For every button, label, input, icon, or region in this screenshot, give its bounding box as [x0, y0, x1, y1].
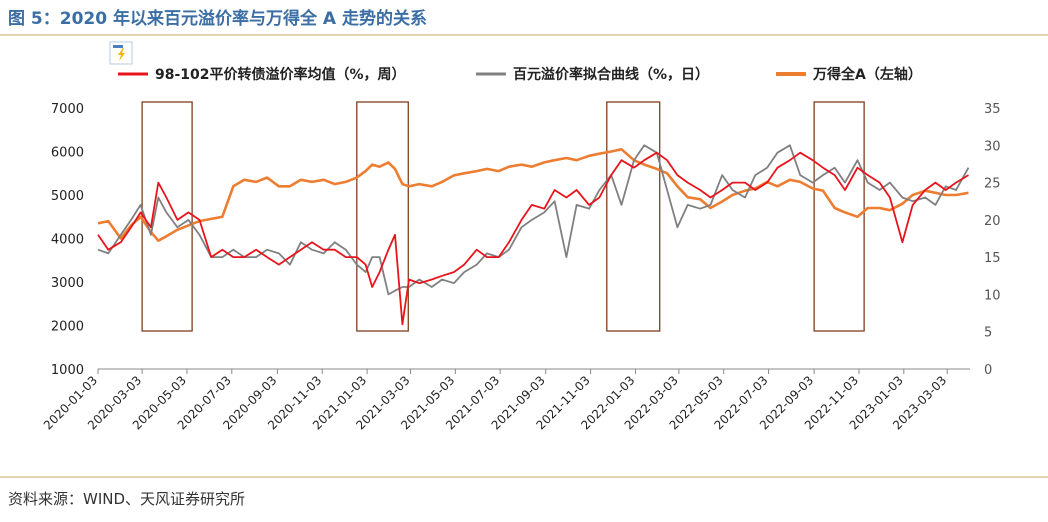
y-left-tick-label: 4000: [51, 233, 84, 248]
y-right-tick-label: 25: [984, 177, 1001, 192]
legend-label-1: 98-102平价转债溢价率均值（%，周）: [155, 66, 406, 83]
y-left-tick-label: 5000: [51, 189, 84, 204]
lightning-icon-bar: [113, 45, 123, 48]
y-left-tick-label: 6000: [51, 146, 84, 161]
lightning-icon: [109, 41, 133, 65]
legend-label-2: 百元溢价率拟合曲线（%，日）: [513, 66, 709, 83]
y-right-tick-label: 20: [984, 214, 1001, 229]
series-line-3: [97, 148, 969, 242]
legend: 98-102平价转债溢价率均值（%，周） 百元溢价率拟合曲线（%，日） 万得全A（左…: [109, 41, 922, 83]
axes: 1000 2000 3000 4000 5000 6000 7000 0 5 10 15 20 25 30…: [41, 102, 1001, 432]
y-right-tick-label: 35: [984, 102, 1001, 117]
y-left-tick-label: 7000: [51, 102, 84, 117]
lightning-icon-bolt: [118, 48, 125, 61]
series-line-2: [97, 144, 970, 296]
y-left-tick-label: 3000: [51, 276, 84, 291]
series-line-1: [97, 151, 969, 326]
highlight-boxes: [141, 101, 865, 332]
series-lines: [97, 144, 970, 326]
y-right-tick-label: 5: [984, 326, 992, 341]
y-right-tick-label: 30: [984, 139, 1001, 154]
highlight-box-4: [813, 101, 865, 332]
highlight-box-2: [356, 101, 409, 332]
y-right-tick-label: 10: [984, 288, 1001, 303]
source-note: 资料来源：WIND、天风证券研究所: [8, 490, 245, 508]
y-left-tick-label: 1000: [51, 363, 84, 378]
highlight-box-3: [606, 101, 661, 332]
y-right-tick-label: 0: [984, 363, 992, 378]
highlight-box-1: [141, 101, 193, 332]
chart-title: 图 5：2020 年以来百元溢价率与万得全 A 走势的关系: [8, 8, 427, 29]
y-right-tick-label: 15: [984, 251, 1001, 266]
legend-label-3: 万得全A（左轴）: [812, 66, 922, 83]
y-left-tick-label: 2000: [51, 320, 84, 335]
